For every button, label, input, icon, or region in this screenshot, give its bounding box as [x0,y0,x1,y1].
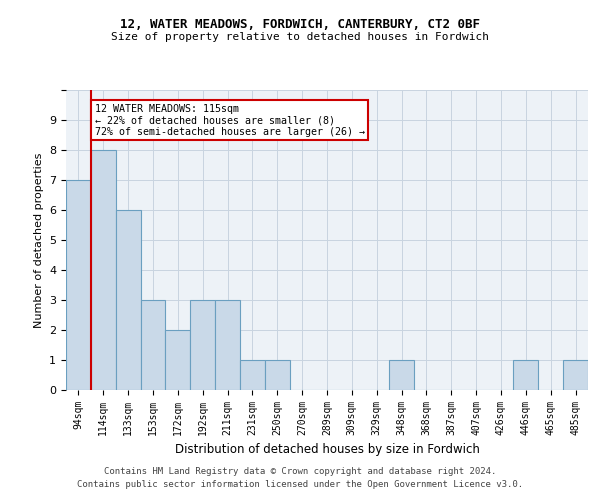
X-axis label: Distribution of detached houses by size in Fordwich: Distribution of detached houses by size … [175,444,479,456]
Bar [563,360,588,390]
Bar [116,210,140,390]
Bar [514,360,538,390]
Text: Size of property relative to detached houses in Fordwich: Size of property relative to detached ho… [111,32,489,42]
Bar [215,300,240,390]
Text: Contains public sector information licensed under the Open Government Licence v3: Contains public sector information licen… [77,480,523,489]
Y-axis label: Number of detached properties: Number of detached properties [34,152,44,328]
Text: 12 WATER MEADOWS: 115sqm
← 22% of detached houses are smaller (8)
72% of semi-de: 12 WATER MEADOWS: 115sqm ← 22% of detach… [95,104,365,136]
Bar [66,180,91,390]
Bar [91,150,116,390]
Bar [240,360,265,390]
Bar [166,330,190,390]
Bar [265,360,290,390]
Text: 12, WATER MEADOWS, FORDWICH, CANTERBURY, CT2 0BF: 12, WATER MEADOWS, FORDWICH, CANTERBURY,… [120,18,480,30]
Bar [190,300,215,390]
Bar [140,300,166,390]
Text: Contains HM Land Registry data © Crown copyright and database right 2024.: Contains HM Land Registry data © Crown c… [104,467,496,476]
Bar [389,360,414,390]
